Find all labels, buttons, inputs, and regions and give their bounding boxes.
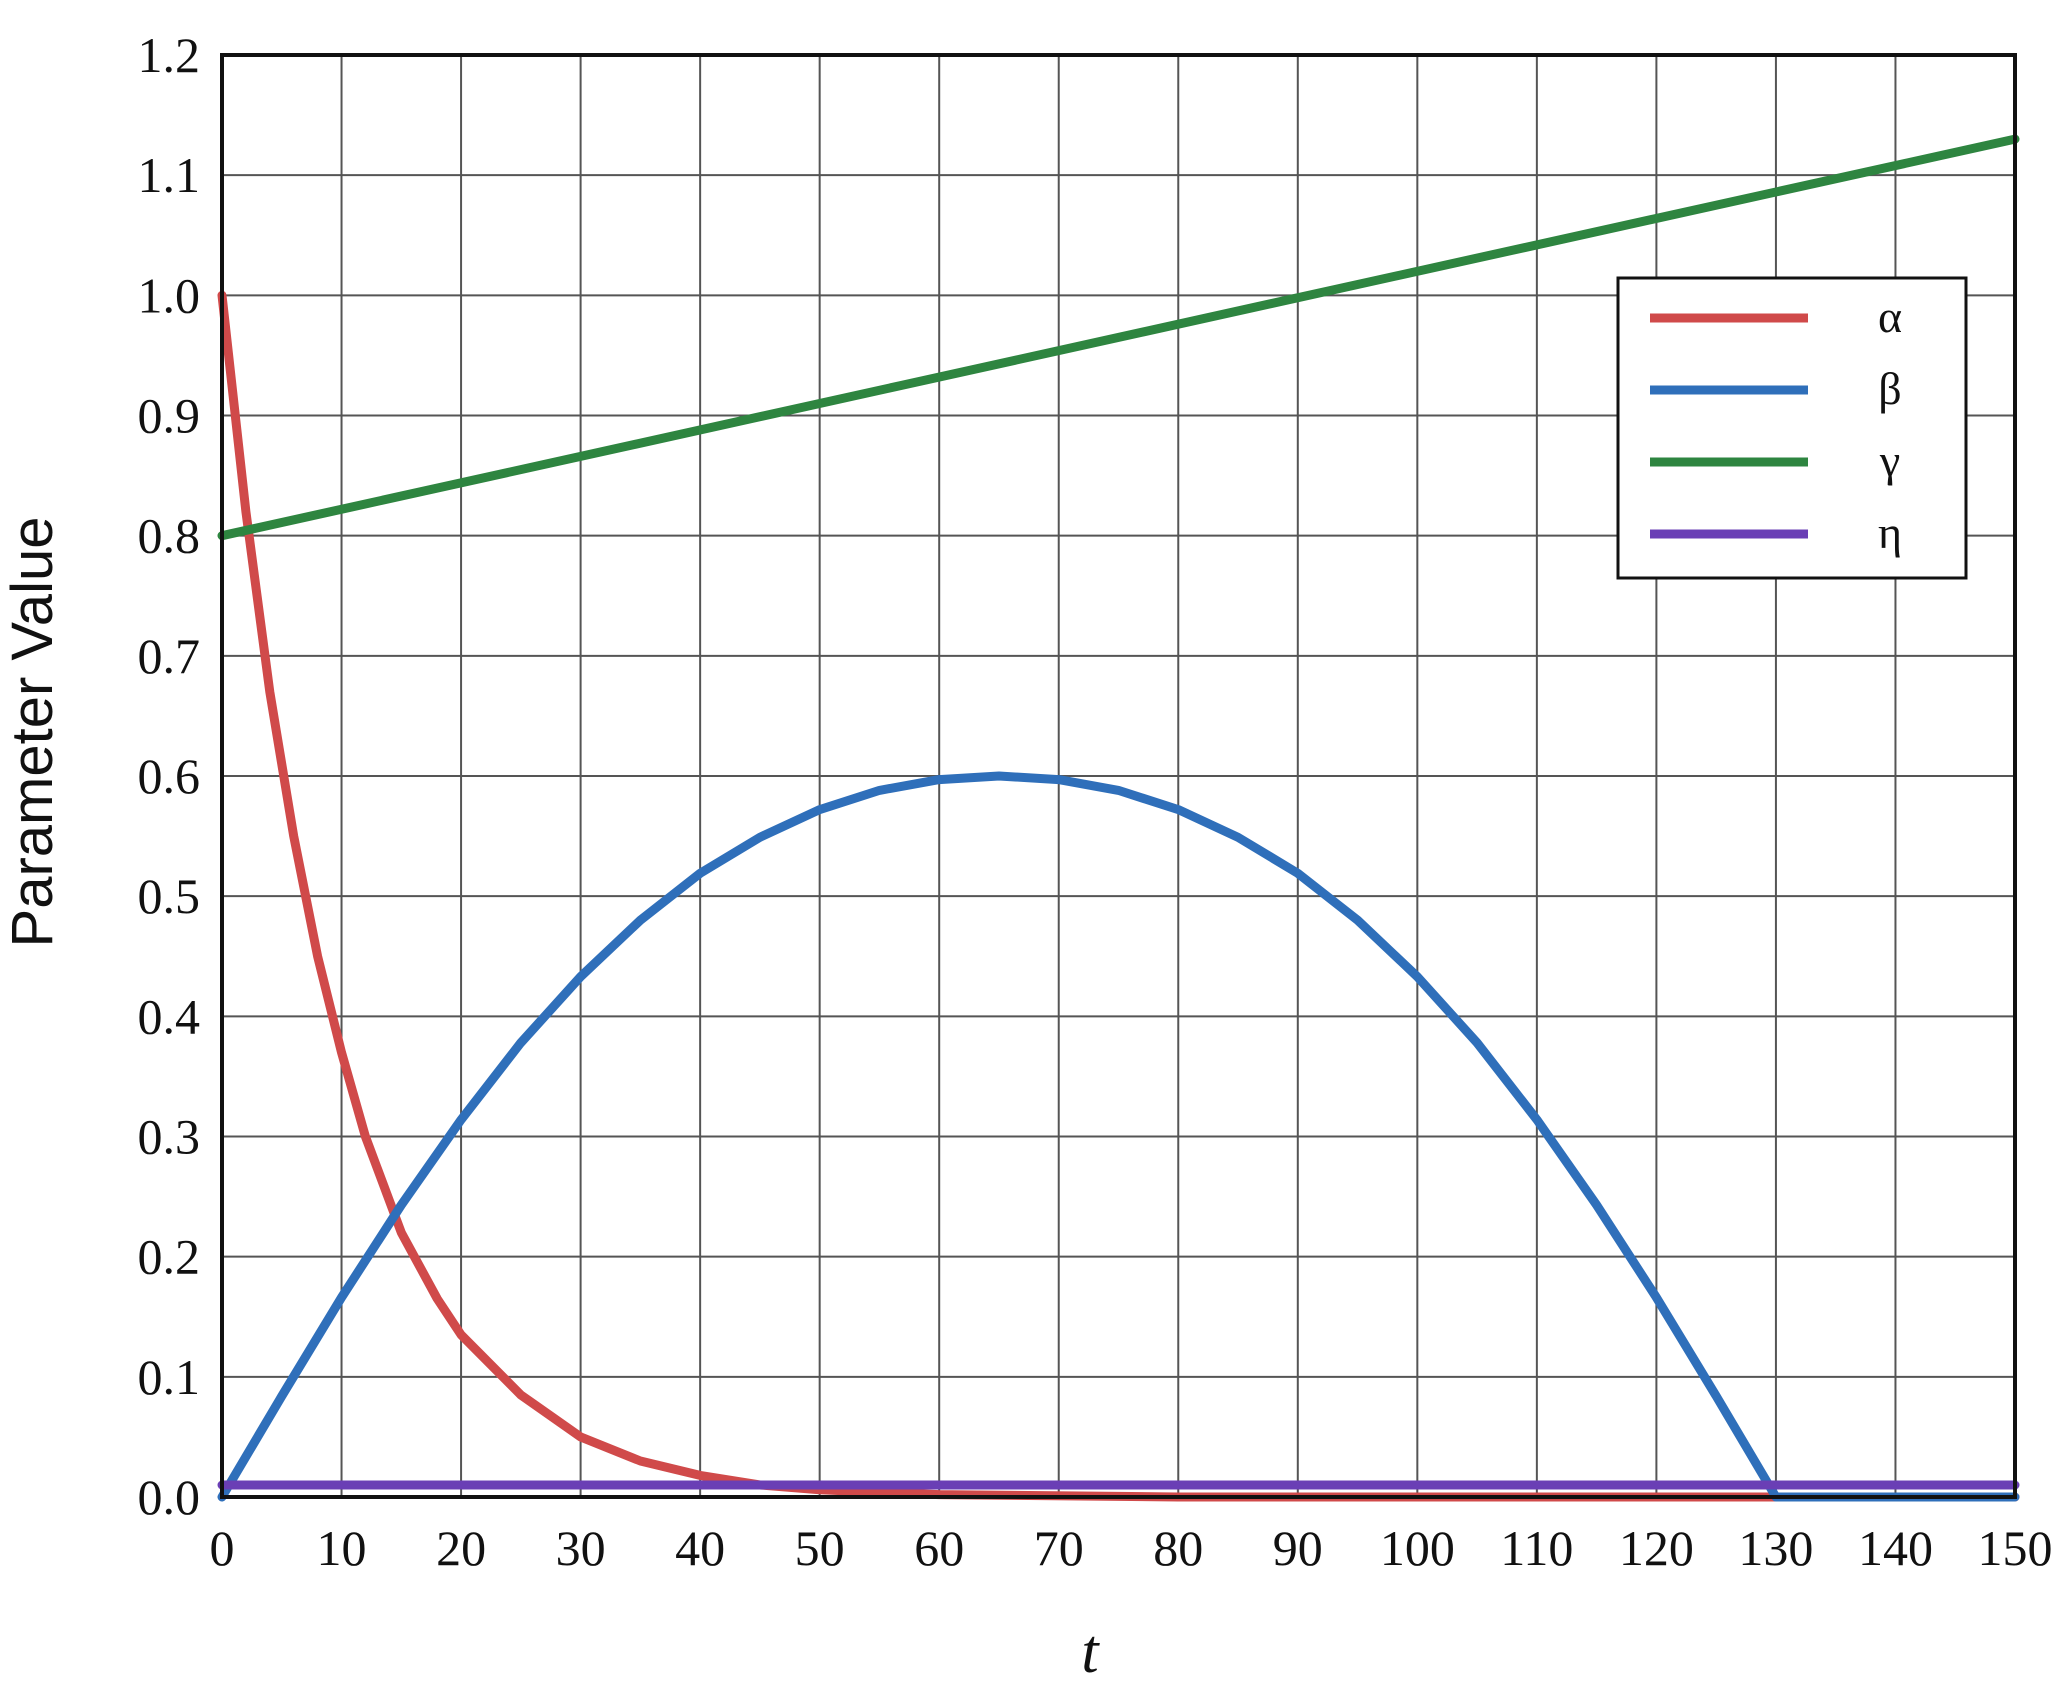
x-tick-label: 10 bbox=[317, 1520, 367, 1576]
x-tick-label: 100 bbox=[1380, 1520, 1455, 1576]
x-tick-label: 40 bbox=[675, 1520, 725, 1576]
y-axis-label: Parameter Value bbox=[0, 517, 65, 948]
x-tick-label: 150 bbox=[1978, 1520, 2053, 1576]
legend-box bbox=[1616, 276, 1968, 580]
plot-frame bbox=[220, 53, 2017, 1499]
y-tick-label: 0.1 bbox=[138, 1349, 201, 1405]
x-tick-label: 110 bbox=[1500, 1520, 1573, 1576]
y-tick-label: 0.8 bbox=[138, 508, 201, 564]
legend-label: α bbox=[1878, 291, 1902, 342]
legend-label: β bbox=[1878, 363, 1901, 414]
x-tick-label: 130 bbox=[1738, 1520, 1813, 1576]
y-tick-label: 0.2 bbox=[138, 1229, 201, 1285]
y-tick-label: 0.6 bbox=[138, 748, 201, 804]
x-tick-label: 0 bbox=[210, 1520, 235, 1576]
y-tick-labels: 0.0 0.1 0.2 0.3 0.4 0.5 0.6 0.7 0.8 0.9 1.0 1.1 1.2 bbox=[138, 27, 201, 1525]
x-tick-label: 80 bbox=[1153, 1520, 1203, 1576]
series-line-0 bbox=[217, 290, 2020, 1502]
series-line-1 bbox=[217, 771, 2020, 1502]
x-tick-label: 30 bbox=[556, 1520, 606, 1576]
x-axis-label: t bbox=[1081, 1618, 1100, 1686]
legend-label: γ bbox=[1879, 435, 1900, 486]
y-tick-label: 1.1 bbox=[138, 147, 201, 203]
series-line-2 bbox=[217, 134, 2020, 541]
y-tick-label: 0.0 bbox=[138, 1469, 201, 1525]
x-tick-label: 60 bbox=[914, 1520, 964, 1576]
y-tick-label: 1.0 bbox=[138, 267, 201, 323]
x-tick-label: 50 bbox=[795, 1520, 845, 1576]
y-tick-label: 0.7 bbox=[138, 628, 201, 684]
legend-label: η bbox=[1878, 507, 1902, 558]
y-tick-label: 1.2 bbox=[138, 27, 201, 83]
y-tick-label: 0.9 bbox=[138, 388, 201, 444]
y-tick-label: 0.3 bbox=[138, 1109, 201, 1165]
x-tick-label: 120 bbox=[1619, 1520, 1694, 1576]
x-tick-label: 70 bbox=[1034, 1520, 1084, 1576]
series-layer bbox=[217, 134, 2020, 1502]
x-tick-label: 90 bbox=[1273, 1520, 1323, 1576]
x-tick-labels: 0 10 20 30 40 50 60 70 80 90 100 110 120 130 140 150 bbox=[210, 1520, 2053, 1576]
x-tick-label: 140 bbox=[1858, 1520, 1933, 1576]
grid-layer bbox=[221, 54, 2016, 1498]
x-tick-label: 20 bbox=[436, 1520, 486, 1576]
y-tick-label: 0.5 bbox=[138, 868, 201, 924]
y-tick-label: 0.4 bbox=[138, 988, 201, 1044]
